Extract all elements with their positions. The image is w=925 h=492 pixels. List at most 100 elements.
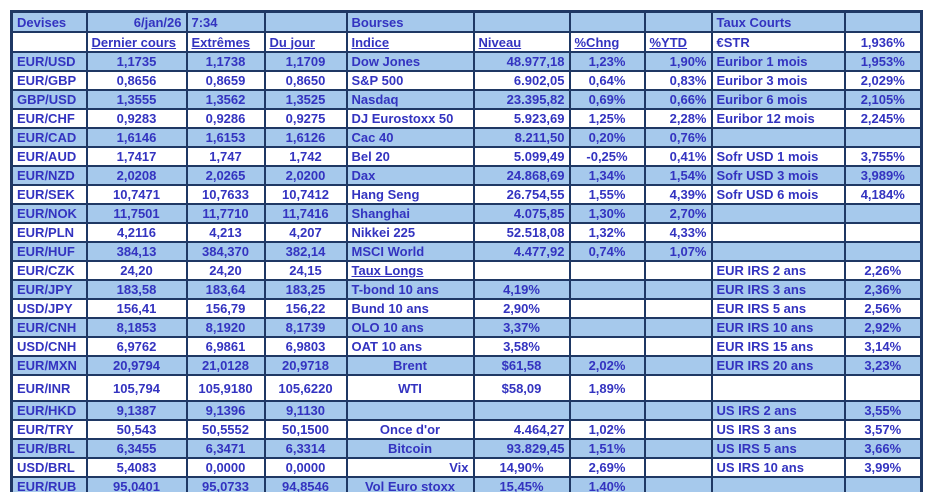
cell-extremes: 24,20 bbox=[185, 260, 266, 281]
cell-rate-label: EUR IRS 5 ans bbox=[710, 298, 846, 319]
table-row: EUR/BRL 6,3455 6,3471 6,3314 Bitcoin 93.829,4… bbox=[10, 438, 923, 459]
cell-niveau: 4,19% bbox=[472, 279, 571, 300]
cell-pair: EUR/BRL bbox=[10, 438, 88, 459]
cell-extremes: 6,3471 bbox=[185, 438, 266, 459]
cell-dernier: 50,543 bbox=[85, 419, 188, 440]
cell-rate-label: Euribor 1 mois bbox=[710, 51, 846, 72]
cell-niveau: 3,37% bbox=[472, 317, 571, 338]
bourses-section-title: Bourses bbox=[345, 10, 475, 33]
cell-pair: EUR/CNH bbox=[10, 317, 88, 338]
table-row: EUR/NZD 2,0208 2,0265 2,0200 Dax 24.868,69 1,3… bbox=[10, 165, 923, 186]
cell-dernier: 1,7417 bbox=[85, 146, 188, 167]
cell-chng: 0,20% bbox=[568, 127, 646, 148]
cell-extremes: 9,1396 bbox=[185, 400, 266, 421]
cell-pair: USD/BRL bbox=[10, 457, 88, 478]
cell-pair: EUR/HKD bbox=[10, 400, 88, 421]
cell-niveau: 26.754,55 bbox=[472, 184, 571, 205]
table-row: EUR/SEK 10,7471 10,7633 10,7412 Hang Seng 26.… bbox=[10, 184, 923, 205]
cell-niveau: $61,58 bbox=[472, 355, 571, 376]
cell-extremes: 8,1920 bbox=[185, 317, 266, 338]
cell-pair: EUR/JPY bbox=[10, 279, 88, 300]
cell-niveau: 14,90% bbox=[472, 457, 571, 478]
cell-dujour: 9,1130 bbox=[263, 400, 348, 421]
cell-ytd: 4,39% bbox=[643, 184, 713, 205]
cell-ytd bbox=[643, 355, 713, 376]
cell-ytd bbox=[643, 476, 713, 492]
rate-value-estr: 1,936% bbox=[843, 31, 923, 53]
cell-chng: 1,34% bbox=[568, 165, 646, 186]
cell-dernier: 8,1853 bbox=[85, 317, 188, 338]
cell-niveau: 52.518,08 bbox=[472, 222, 571, 243]
cell-indice: Nikkei 225 bbox=[345, 222, 475, 243]
cell-extremes: 11,7710 bbox=[185, 203, 266, 224]
header-time: 7:34 bbox=[185, 10, 266, 33]
cell-pair: EUR/NZD bbox=[10, 165, 88, 186]
cell-niveau: 24.868,69 bbox=[472, 165, 571, 186]
cell-rate-value bbox=[843, 203, 923, 224]
cell-niveau: 15,45% bbox=[472, 476, 571, 492]
cell-chng: 1,23% bbox=[568, 51, 646, 72]
table-row: EUR/HUF 384,13 384,370 382,14 MSCI World 4.47… bbox=[10, 241, 923, 262]
cell-dernier: 4,2116 bbox=[85, 222, 188, 243]
cell-rate-label: Sofr USD 1 mois bbox=[710, 146, 846, 167]
cell-pair: EUR/GBP bbox=[10, 70, 88, 91]
cell-rate-value: 2,029% bbox=[843, 70, 923, 91]
cell-niveau: 3,58% bbox=[472, 336, 571, 357]
cell-rate-label bbox=[710, 241, 846, 262]
cell-pair: EUR/USD bbox=[10, 51, 88, 72]
col-header-du-jour: Du jour bbox=[263, 31, 348, 53]
cell-ytd: 0,41% bbox=[643, 146, 713, 167]
cell-indice: Taux Longs bbox=[345, 260, 475, 281]
cell-indice: Cac 40 bbox=[345, 127, 475, 148]
empty-cell bbox=[643, 10, 713, 33]
cell-dujour: 1,742 bbox=[263, 146, 348, 167]
table-row: EUR/PLN 4,2116 4,213 4,207 Nikkei 225 52.518,… bbox=[10, 222, 923, 243]
empty-cell bbox=[10, 31, 88, 53]
cell-chng: 1,25% bbox=[568, 108, 646, 129]
cell-extremes: 6,9861 bbox=[185, 336, 266, 357]
cell-rate-value: 3,755% bbox=[843, 146, 923, 167]
cell-dernier: 95,0401 bbox=[85, 476, 188, 492]
cell-chng bbox=[568, 279, 646, 300]
cell-indice: WTI bbox=[345, 374, 475, 402]
cell-chng bbox=[568, 298, 646, 319]
cell-rate-value: 3,99% bbox=[843, 457, 923, 478]
cell-chng: 0,74% bbox=[568, 241, 646, 262]
cell-dujour: 382,14 bbox=[263, 241, 348, 262]
cell-ytd bbox=[643, 317, 713, 338]
cell-ytd bbox=[643, 419, 713, 440]
table-row: USD/BRL 5,4083 0,0000 0,0000 Vix 14,90% 2,69% U… bbox=[10, 457, 923, 478]
cell-chng: 1,89% bbox=[568, 374, 646, 402]
cell-extremes: 2,0265 bbox=[185, 165, 266, 186]
cell-pair: EUR/NOK bbox=[10, 203, 88, 224]
cell-pair: EUR/RUB bbox=[10, 476, 88, 492]
cell-rate-label: Euribor 6 mois bbox=[710, 89, 846, 110]
empty-cell bbox=[568, 10, 646, 33]
table-row: EUR/MXN 20,9794 21,0128 20,9718 Brent $61,58 2… bbox=[10, 355, 923, 376]
cell-ytd bbox=[643, 260, 713, 281]
cell-pair: EUR/HUF bbox=[10, 241, 88, 262]
cell-extremes: 10,7633 bbox=[185, 184, 266, 205]
cell-extremes: 1,1738 bbox=[185, 51, 266, 72]
cell-indice: Shanghai bbox=[345, 203, 475, 224]
cell-ytd bbox=[643, 457, 713, 478]
cell-dujour: 50,1500 bbox=[263, 419, 348, 440]
cell-indice: Dow Jones bbox=[345, 51, 475, 72]
cell-rate-label: EUR IRS 20 ans bbox=[710, 355, 846, 376]
cell-dernier: 183,58 bbox=[85, 279, 188, 300]
cell-chng: 0,69% bbox=[568, 89, 646, 110]
cell-extremes: 50,5552 bbox=[185, 419, 266, 440]
cell-niveau: 23.395,82 bbox=[472, 89, 571, 110]
cell-ytd bbox=[643, 374, 713, 402]
cell-ytd: 1,54% bbox=[643, 165, 713, 186]
cell-rate-label bbox=[710, 203, 846, 224]
section-header-row: Devises 6/jan/26 7:34 Bourses Taux Court… bbox=[10, 10, 923, 33]
cell-indice: Dax bbox=[345, 165, 475, 186]
table-row: EUR/CAD 1,6146 1,6153 1,6126 Cac 40 8.211,50 0… bbox=[10, 127, 923, 148]
cell-pair: EUR/MXN bbox=[10, 355, 88, 376]
cell-dernier: 1,6146 bbox=[85, 127, 188, 148]
table-row: EUR/CNH 8,1853 8,1920 8,1739 OLO 10 ans 3,37%… bbox=[10, 317, 923, 338]
cell-pair: USD/JPY bbox=[10, 298, 88, 319]
cell-rate-label: US IRS 3 ans bbox=[710, 419, 846, 440]
cell-dernier: 6,9762 bbox=[85, 336, 188, 357]
